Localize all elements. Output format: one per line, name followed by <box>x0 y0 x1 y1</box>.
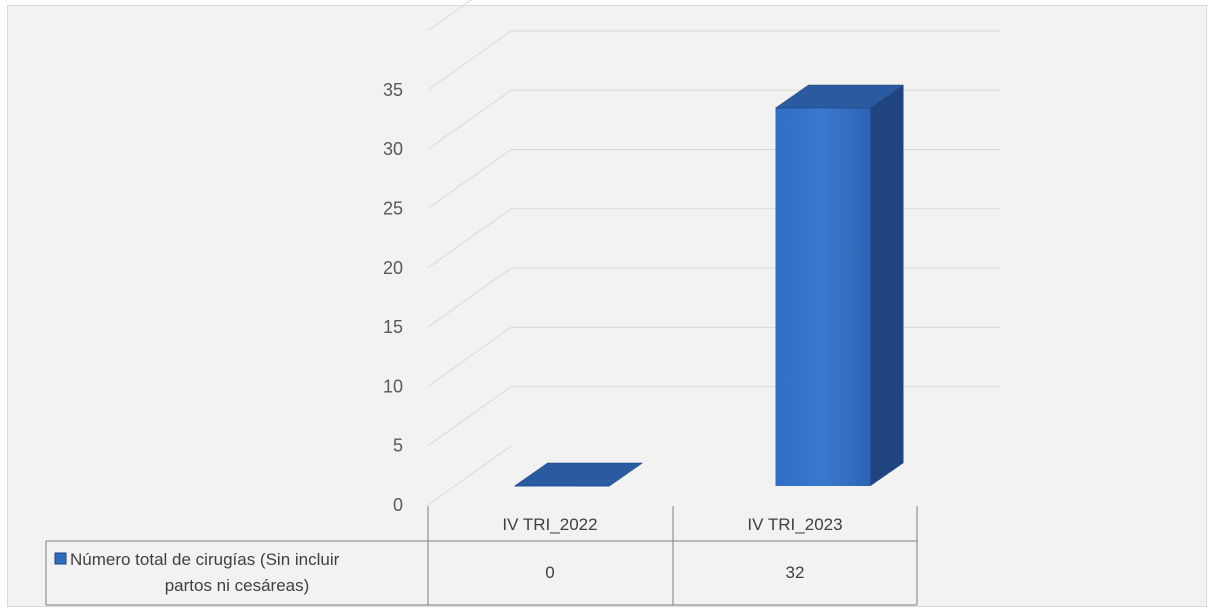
y-axis-ticks: 0 5 10 15 20 25 30 35 <box>383 80 403 515</box>
bar-front <box>775 108 871 486</box>
category-label: IV TRI_2022 <box>502 515 597 534</box>
bar-layer <box>513 84 905 487</box>
y-tick-label: 20 <box>383 258 403 278</box>
y-tick-label: 0 <box>393 495 403 515</box>
grid-layer <box>427 0 1001 506</box>
category-label: IV TRI_2023 <box>747 515 842 534</box>
table-value: 0 <box>545 563 554 582</box>
bar-top <box>513 462 644 487</box>
gridline-diagonal <box>427 386 512 447</box>
bar-top <box>774 84 905 109</box>
y-tick-label: 10 <box>383 376 403 396</box>
gridline-diagonal <box>427 149 512 209</box>
gridline-diagonal <box>427 326 512 387</box>
gridline-diagonal <box>427 89 512 150</box>
legend-key-icon <box>54 552 67 565</box>
gridline-diagonal <box>427 0 472 32</box>
y-tick-label: 15 <box>383 317 403 337</box>
gridline-diagonal <box>427 267 512 328</box>
gridline-diagonal <box>427 208 512 269</box>
table-value: 32 <box>786 563 805 582</box>
y-tick-label: 35 <box>383 80 403 100</box>
bar-side <box>870 85 904 486</box>
gridline-diagonal <box>427 30 512 91</box>
chart-area <box>7 5 1207 607</box>
data-table: IV TRI_2022 IV TRI_2023 Número total de … <box>45 506 918 606</box>
y-tick-label: 5 <box>393 436 403 456</box>
series-label-line1: Número total de cirugías (Sin incluir <box>70 550 340 569</box>
series-label-line2: partos ni cesáreas) <box>165 576 310 595</box>
y-tick-label: 30 <box>383 139 403 159</box>
floor-edge <box>427 445 512 506</box>
y-tick-label: 25 <box>383 199 403 219</box>
